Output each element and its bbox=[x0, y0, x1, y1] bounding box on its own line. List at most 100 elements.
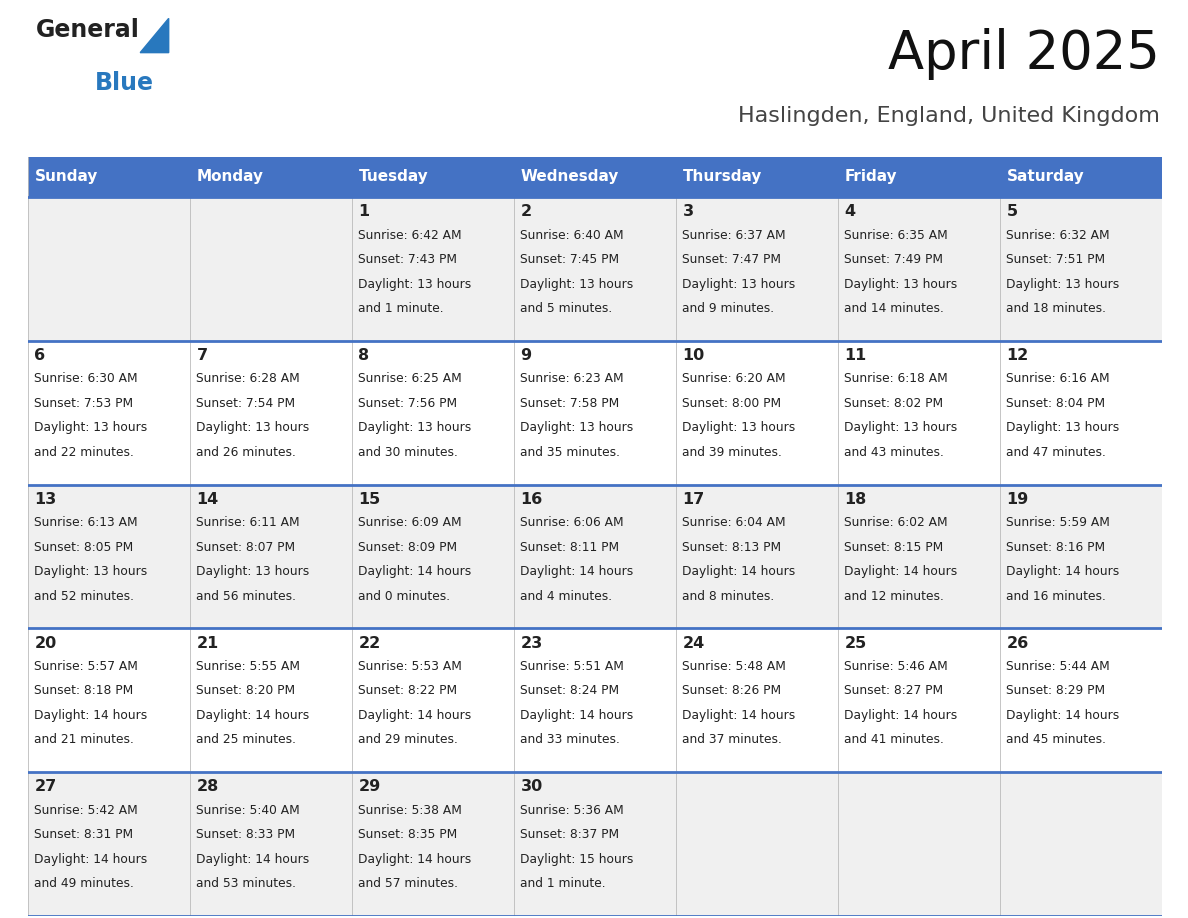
Bar bbox=[190, 157, 352, 197]
Text: Daylight: 15 hours: Daylight: 15 hours bbox=[520, 853, 634, 866]
Bar bbox=[1000, 197, 1162, 341]
Bar bbox=[514, 157, 676, 197]
Text: Daylight: 13 hours: Daylight: 13 hours bbox=[34, 421, 147, 434]
Text: Sunset: 7:45 PM: Sunset: 7:45 PM bbox=[520, 253, 620, 266]
Text: Sunrise: 6:09 AM: Sunrise: 6:09 AM bbox=[359, 516, 462, 530]
Text: and 5 minutes.: and 5 minutes. bbox=[520, 302, 613, 315]
Text: 6: 6 bbox=[34, 348, 45, 363]
Text: 1: 1 bbox=[359, 204, 369, 219]
Text: Sunset: 8:09 PM: Sunset: 8:09 PM bbox=[359, 541, 457, 554]
Text: Daylight: 13 hours: Daylight: 13 hours bbox=[359, 421, 472, 434]
Text: 13: 13 bbox=[34, 492, 57, 507]
Text: 5: 5 bbox=[1006, 204, 1018, 219]
Text: Sunset: 7:43 PM: Sunset: 7:43 PM bbox=[359, 253, 457, 266]
Text: and 4 minutes.: and 4 minutes. bbox=[520, 589, 613, 602]
Bar bbox=[838, 197, 1000, 341]
Text: Sunrise: 5:48 AM: Sunrise: 5:48 AM bbox=[682, 660, 786, 673]
Text: Sunset: 7:56 PM: Sunset: 7:56 PM bbox=[359, 397, 457, 409]
Text: 9: 9 bbox=[520, 348, 531, 363]
Bar bbox=[1000, 629, 1162, 772]
Text: and 18 minutes.: and 18 minutes. bbox=[1006, 302, 1106, 315]
Text: Sunset: 8:16 PM: Sunset: 8:16 PM bbox=[1006, 541, 1106, 554]
Text: Sunset: 8:02 PM: Sunset: 8:02 PM bbox=[845, 397, 943, 409]
Text: Sunset: 8:13 PM: Sunset: 8:13 PM bbox=[682, 541, 782, 554]
Bar bbox=[190, 341, 352, 485]
Text: April 2025: April 2025 bbox=[887, 28, 1159, 80]
Text: Sunset: 8:18 PM: Sunset: 8:18 PM bbox=[34, 685, 134, 698]
Text: Daylight: 14 hours: Daylight: 14 hours bbox=[682, 709, 796, 722]
Text: 10: 10 bbox=[682, 348, 704, 363]
Text: Sunrise: 5:40 AM: Sunrise: 5:40 AM bbox=[196, 804, 301, 817]
Bar bbox=[352, 157, 514, 197]
Bar bbox=[514, 629, 676, 772]
Text: Sunrise: 6:40 AM: Sunrise: 6:40 AM bbox=[520, 229, 624, 241]
Text: Daylight: 14 hours: Daylight: 14 hours bbox=[682, 565, 796, 578]
Text: Thursday: Thursday bbox=[682, 170, 762, 185]
Text: and 1 minute.: and 1 minute. bbox=[359, 302, 444, 315]
Text: and 29 minutes.: and 29 minutes. bbox=[359, 733, 459, 746]
Text: Sunrise: 5:46 AM: Sunrise: 5:46 AM bbox=[845, 660, 948, 673]
Text: and 9 minutes.: and 9 minutes. bbox=[682, 302, 775, 315]
Text: Daylight: 14 hours: Daylight: 14 hours bbox=[359, 709, 472, 722]
Text: and 12 minutes.: and 12 minutes. bbox=[845, 589, 944, 602]
Text: 28: 28 bbox=[196, 779, 219, 794]
Bar bbox=[29, 629, 190, 772]
Text: 11: 11 bbox=[845, 348, 867, 363]
Bar bbox=[29, 341, 190, 485]
Text: 7: 7 bbox=[196, 348, 208, 363]
Bar bbox=[1000, 157, 1162, 197]
Bar bbox=[838, 485, 1000, 629]
Text: Daylight: 14 hours: Daylight: 14 hours bbox=[196, 853, 310, 866]
Text: Daylight: 14 hours: Daylight: 14 hours bbox=[359, 565, 472, 578]
Text: 24: 24 bbox=[682, 635, 704, 651]
Text: Daylight: 13 hours: Daylight: 13 hours bbox=[196, 565, 310, 578]
Text: 4: 4 bbox=[845, 204, 855, 219]
Bar bbox=[29, 157, 190, 197]
Text: 22: 22 bbox=[359, 635, 380, 651]
Text: and 52 minutes.: and 52 minutes. bbox=[34, 589, 134, 602]
Text: Daylight: 14 hours: Daylight: 14 hours bbox=[359, 853, 472, 866]
Text: Sunset: 8:26 PM: Sunset: 8:26 PM bbox=[682, 685, 782, 698]
Text: Haslingden, England, United Kingdom: Haslingden, England, United Kingdom bbox=[738, 106, 1159, 126]
Text: Sunset: 8:04 PM: Sunset: 8:04 PM bbox=[1006, 397, 1106, 409]
Text: Sunrise: 5:55 AM: Sunrise: 5:55 AM bbox=[196, 660, 301, 673]
Text: and 39 minutes.: and 39 minutes. bbox=[682, 446, 783, 459]
Text: Sunrise: 6:28 AM: Sunrise: 6:28 AM bbox=[196, 373, 301, 386]
Text: and 57 minutes.: and 57 minutes. bbox=[359, 878, 459, 890]
Text: 30: 30 bbox=[520, 779, 543, 794]
Text: Saturday: Saturday bbox=[1006, 170, 1085, 185]
Text: Daylight: 13 hours: Daylight: 13 hours bbox=[520, 421, 633, 434]
Text: Sunrise: 6:37 AM: Sunrise: 6:37 AM bbox=[682, 229, 786, 241]
Text: 16: 16 bbox=[520, 492, 543, 507]
Text: Sunrise: 5:57 AM: Sunrise: 5:57 AM bbox=[34, 660, 138, 673]
Text: Sunrise: 6:16 AM: Sunrise: 6:16 AM bbox=[1006, 373, 1110, 386]
Bar bbox=[676, 629, 838, 772]
Text: Sunset: 8:05 PM: Sunset: 8:05 PM bbox=[34, 541, 134, 554]
Bar bbox=[838, 629, 1000, 772]
Text: Wednesday: Wednesday bbox=[520, 170, 619, 185]
Bar bbox=[190, 197, 352, 341]
Text: 12: 12 bbox=[1006, 348, 1029, 363]
Text: Sunrise: 6:20 AM: Sunrise: 6:20 AM bbox=[682, 373, 786, 386]
Text: Sunrise: 5:42 AM: Sunrise: 5:42 AM bbox=[34, 804, 138, 817]
Bar bbox=[352, 772, 514, 916]
Text: Daylight: 13 hours: Daylight: 13 hours bbox=[196, 421, 310, 434]
Text: Blue: Blue bbox=[95, 72, 154, 95]
Text: 19: 19 bbox=[1006, 492, 1029, 507]
Text: Sunset: 7:53 PM: Sunset: 7:53 PM bbox=[34, 397, 133, 409]
Text: Sunrise: 6:25 AM: Sunrise: 6:25 AM bbox=[359, 373, 462, 386]
Text: Friday: Friday bbox=[845, 170, 897, 185]
Text: Daylight: 13 hours: Daylight: 13 hours bbox=[845, 277, 958, 290]
Text: and 56 minutes.: and 56 minutes. bbox=[196, 589, 297, 602]
Text: 15: 15 bbox=[359, 492, 380, 507]
Text: Daylight: 14 hours: Daylight: 14 hours bbox=[1006, 565, 1120, 578]
Text: and 43 minutes.: and 43 minutes. bbox=[845, 446, 944, 459]
Text: and 14 minutes.: and 14 minutes. bbox=[845, 302, 944, 315]
Text: Sunset: 8:11 PM: Sunset: 8:11 PM bbox=[520, 541, 620, 554]
Text: Sunrise: 5:44 AM: Sunrise: 5:44 AM bbox=[1006, 660, 1111, 673]
Text: and 49 minutes.: and 49 minutes. bbox=[34, 878, 134, 890]
Bar bbox=[676, 772, 838, 916]
Text: Sunrise: 6:30 AM: Sunrise: 6:30 AM bbox=[34, 373, 138, 386]
Text: and 25 minutes.: and 25 minutes. bbox=[196, 733, 297, 746]
Text: Daylight: 13 hours: Daylight: 13 hours bbox=[520, 277, 633, 290]
